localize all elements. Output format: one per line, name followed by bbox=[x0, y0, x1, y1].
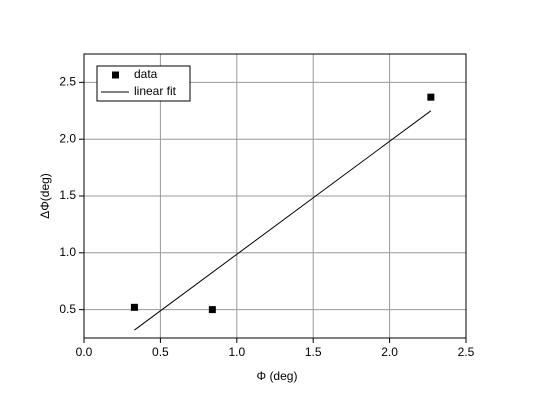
x-tick-label: 1.5 bbox=[305, 345, 322, 359]
x-tick-label: 1.0 bbox=[228, 345, 245, 359]
data-point bbox=[130, 303, 138, 311]
y-tick-label: 2.0 bbox=[59, 131, 76, 145]
x-tick-label: 0.5 bbox=[152, 345, 169, 359]
legend-label: data bbox=[134, 67, 158, 81]
x-tick-label: 2.5 bbox=[458, 345, 475, 359]
legend-label: linear fit bbox=[134, 84, 177, 98]
fit-line bbox=[134, 110, 432, 331]
y-axis-label: ΔΦ(deg) bbox=[38, 173, 52, 219]
grid bbox=[83, 54, 467, 338]
x-tick-label: 0.0 bbox=[76, 345, 93, 359]
data-point bbox=[427, 93, 435, 101]
x-tick-label: 2.0 bbox=[381, 345, 398, 359]
legend-marker bbox=[112, 71, 119, 79]
data-point bbox=[208, 306, 216, 314]
y-tick-label: 1.0 bbox=[59, 245, 76, 259]
x-axis-label: Φ (deg) bbox=[257, 369, 298, 383]
y-tick-label: 1.5 bbox=[59, 188, 76, 202]
y-tick-label: 0.5 bbox=[59, 302, 76, 316]
y-tick-label: 2.5 bbox=[59, 75, 76, 89]
marks bbox=[130, 93, 435, 331]
